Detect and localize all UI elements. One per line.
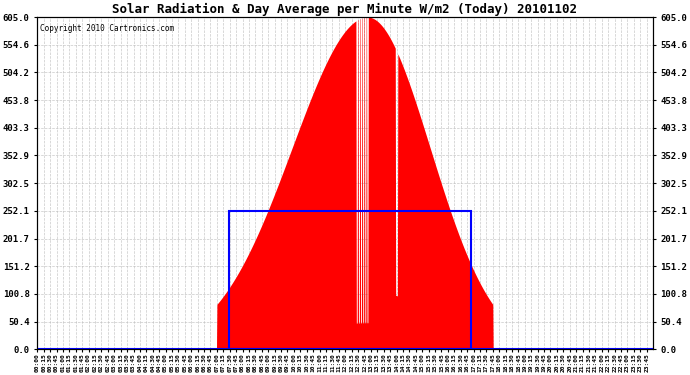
Text: Copyright 2010 Cartronics.com: Copyright 2010 Cartronics.com	[41, 24, 175, 33]
Title: Solar Radiation & Day Average per Minute W/m2 (Today) 20101102: Solar Radiation & Day Average per Minute…	[112, 3, 578, 16]
Bar	[229, 211, 471, 349]
